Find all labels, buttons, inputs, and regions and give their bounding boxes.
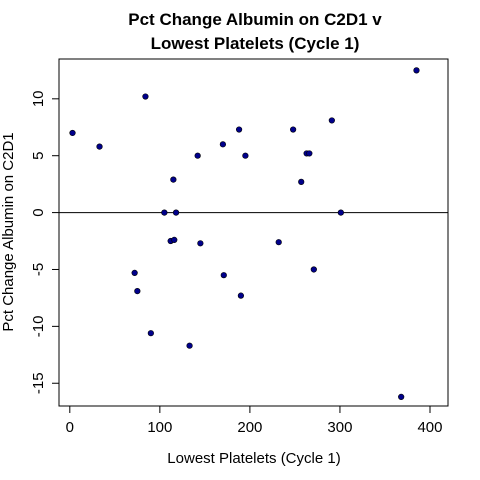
chart-title-line-1: Pct Change Albumin on C2D1 v [128, 10, 382, 29]
data-points [69, 67, 420, 400]
data-point [398, 393, 405, 400]
data-point [310, 266, 317, 273]
data-point [69, 129, 76, 137]
y-tick-label: -5 [30, 263, 47, 276]
data-point [219, 141, 226, 148]
y-tick-label: 0 [30, 208, 47, 216]
data-point [275, 239, 282, 246]
data-point [134, 287, 141, 295]
data-point [186, 342, 193, 349]
x-axis: 0 100 200 300 400 [66, 406, 443, 436]
data-point [220, 272, 227, 279]
data-point [290, 126, 297, 133]
data-point [328, 117, 335, 124]
y-tick-label: -15 [30, 372, 47, 394]
y-tick-label: -10 [30, 316, 47, 338]
data-point [337, 209, 344, 216]
data-point [235, 126, 243, 133]
data-point [172, 209, 180, 216]
y-axis-label: Pct Change Albumin on C2D1 [0, 132, 17, 331]
x-tick-label: 0 [66, 419, 74, 436]
data-point [306, 150, 313, 157]
x-tick-label: 100 [147, 419, 172, 436]
data-point [147, 330, 154, 337]
data-point [96, 143, 103, 150]
data-point [194, 152, 201, 159]
data-point [298, 178, 305, 185]
data-point [237, 292, 244, 299]
plot-frame [58, 58, 449, 407]
x-tick-label: 200 [237, 419, 262, 436]
y-tick-label: 10 [30, 90, 47, 107]
x-axis-label: Lowest Platelets (Cycle 1) [167, 450, 340, 467]
data-point [170, 176, 177, 183]
data-point [142, 93, 149, 100]
data-point [171, 236, 178, 243]
data-point [131, 269, 138, 276]
y-tick-label: 5 [30, 152, 47, 160]
y-axis: -15 -10 -5 0 5 10 [30, 90, 59, 394]
data-point [413, 67, 420, 74]
data-point [197, 240, 204, 247]
data-point [161, 209, 168, 216]
x-tick-label: 300 [327, 419, 352, 436]
x-tick-label: 400 [417, 419, 442, 436]
chart-title-line-2: Lowest Platelets (Cycle 1) [151, 34, 360, 53]
data-point [242, 152, 249, 159]
